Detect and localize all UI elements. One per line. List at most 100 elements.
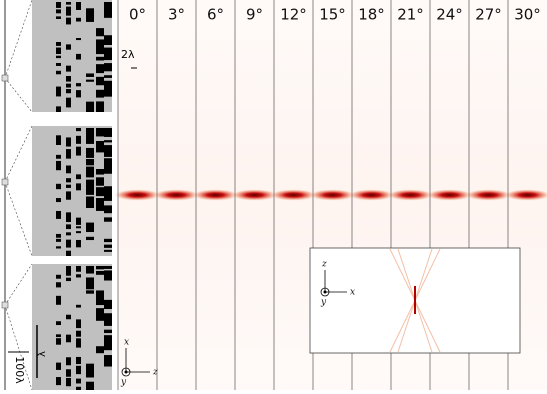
device-bar: [86, 73, 94, 77]
device-bar: [66, 357, 71, 366]
device-bar: [66, 97, 71, 108]
device-bar: [86, 290, 94, 294]
device-bar: [56, 210, 61, 219]
device-bar: [104, 335, 112, 351]
device-bar: [104, 63, 112, 72]
device-bar: [104, 238, 112, 243]
device-bar: [104, 2, 112, 18]
device-bar: [104, 270, 112, 281]
column-label: 6°: [207, 6, 224, 24]
scale-label: 2λ: [121, 48, 135, 61]
device-bar: [96, 198, 104, 211]
device-bar: [96, 346, 104, 354]
device-bar: [96, 169, 104, 175]
column-label: 15°: [319, 6, 346, 24]
device-bar: [76, 53, 81, 60]
device-bar: [56, 233, 61, 238]
device-bar: [66, 165, 71, 174]
beam: [230, 189, 279, 201]
device-bar: [66, 266, 71, 276]
columns: 0° 3° 6° 9° 12° 15° 18° 21° 24° 27° 30°: [113, 0, 547, 390]
axis-label: x: [350, 288, 355, 298]
device-bar: [76, 217, 81, 225]
device-bar: [66, 2, 71, 5]
device-bar: [104, 313, 112, 326]
device-bar: [56, 2, 61, 8]
device-bar: [56, 238, 61, 242]
device-bar: [104, 35, 112, 46]
device-bar: [76, 266, 81, 272]
column-label: 9°: [246, 6, 263, 24]
device-bar: [56, 362, 61, 370]
beam: [191, 189, 240, 201]
device-bar: [86, 277, 94, 290]
column-label: 3°: [168, 6, 185, 24]
device-bar: [96, 39, 104, 55]
device-bar: [66, 191, 71, 200]
device-bar: [96, 128, 104, 137]
device-bar: [104, 329, 112, 334]
device-bar: [56, 47, 61, 55]
device-bar: [56, 86, 61, 97]
device-bar: [76, 17, 81, 22]
device-bar: [86, 196, 94, 209]
device-bar: [96, 101, 104, 112]
device-bar: [76, 330, 81, 337]
axis-label: z: [152, 368, 158, 378]
device-bar: [96, 64, 104, 74]
device-bar: [96, 187, 104, 197]
device-bar: [86, 128, 94, 144]
device-bar: [66, 89, 71, 94]
device-bar: [86, 166, 94, 178]
column-label: 24°: [436, 6, 463, 24]
device-bar: [104, 217, 112, 222]
column-label: 30°: [514, 6, 541, 24]
device-bar: [66, 224, 71, 230]
device-bar: [76, 146, 81, 156]
device-bar: [104, 205, 112, 214]
device-bar: [56, 154, 61, 159]
device-bar: [104, 158, 112, 174]
device-bar: [66, 250, 71, 256]
device-bar: [76, 274, 81, 278]
device-bar: [96, 290, 104, 306]
device-bar: [104, 128, 112, 137]
device-bar: [96, 270, 104, 275]
device-bar: [76, 378, 81, 384]
device-bar: [66, 137, 71, 147]
device-bar: [76, 231, 81, 234]
device-bar: [76, 319, 81, 329]
scale-bar-label: 100λ: [13, 356, 26, 384]
device-bar: [56, 246, 61, 249]
device-bar: [96, 177, 104, 186]
device-bar: [56, 42, 61, 46]
device-bar: [66, 83, 71, 88]
device-bar: [104, 80, 112, 97]
device-bar: [104, 145, 112, 157]
device-bar: [104, 249, 112, 252]
device-bar: [86, 381, 94, 390]
device-bar: [56, 282, 61, 288]
beam: [425, 189, 474, 201]
device-bar: [104, 140, 112, 143]
device-bar: [56, 183, 61, 190]
device-bar: [56, 16, 61, 19]
device-bar: [66, 44, 71, 50]
device-bar: [76, 356, 81, 365]
device-bar: [96, 89, 104, 98]
device-bar: [96, 56, 104, 61]
axis-label: z: [321, 260, 327, 270]
device-bar: [56, 70, 61, 75]
device-bar: [56, 9, 61, 14]
device-bar: [76, 2, 81, 10]
device-panels: [1, 0, 112, 391]
beam: [503, 189, 547, 201]
device-bar: [66, 149, 71, 159]
device-bar: [76, 38, 81, 41]
device-bar: [96, 28, 104, 37]
device-bar: [76, 90, 81, 98]
device-bar: [104, 266, 112, 269]
device-bar: [66, 178, 71, 183]
device-bar: [66, 232, 71, 236]
